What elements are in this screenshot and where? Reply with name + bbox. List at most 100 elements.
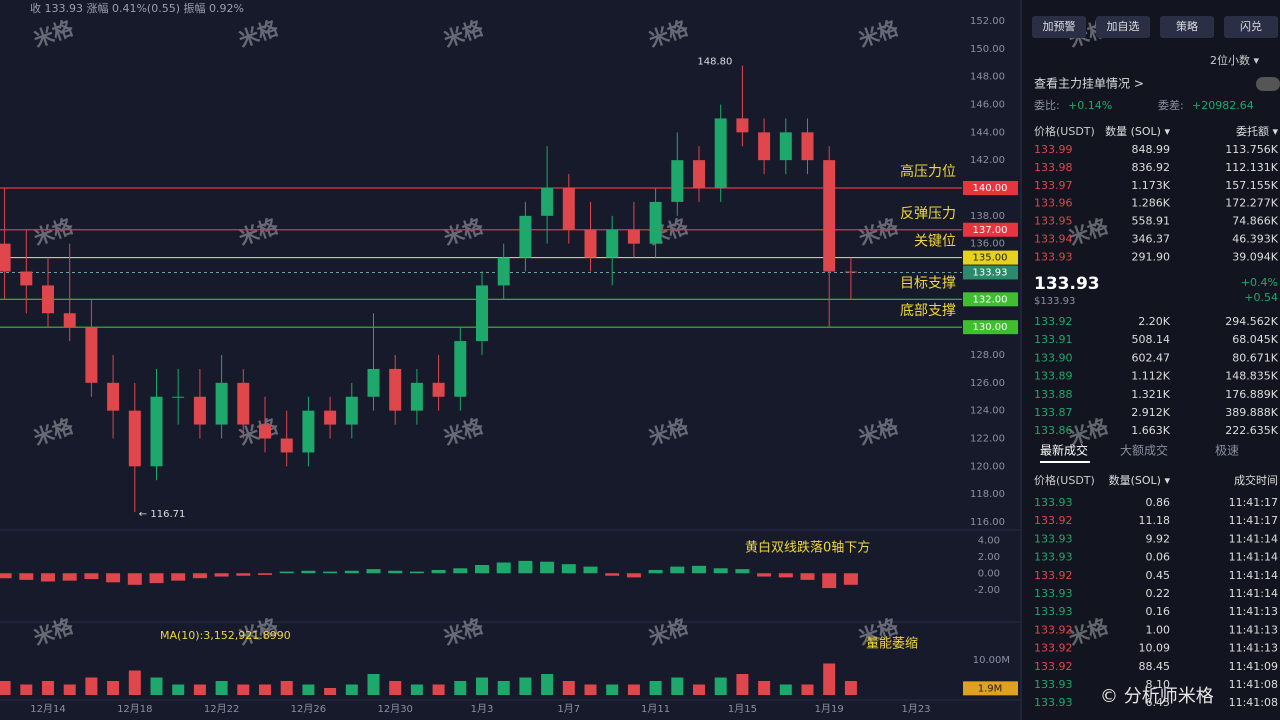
bid-cell: 133.86: [1034, 424, 1073, 437]
ask-cell: 133.99: [1034, 143, 1073, 156]
bid-cell: 176.889K: [1225, 388, 1278, 401]
y-tick-label: 152.00: [970, 16, 1005, 27]
volume-bar: [671, 677, 684, 695]
macd-bar: [540, 561, 555, 574]
bid-cell: 133.90: [1034, 351, 1073, 364]
ask-cell: 1.286K: [1131, 197, 1170, 210]
tab[interactable]: 最新成交: [1040, 443, 1088, 458]
current-tag: [963, 265, 1018, 280]
volume-bar: [584, 684, 597, 695]
trade-cell: 11:41:08: [1229, 696, 1278, 709]
tab[interactable]: 大额成交: [1120, 443, 1168, 458]
trade-header: 数量(SOL) ▾: [1109, 474, 1171, 487]
trade-cell: 133.92: [1034, 660, 1073, 673]
candle-body: [476, 285, 488, 342]
candle-body: [107, 382, 120, 411]
macd-bar: [496, 562, 511, 574]
trade-cell: 11.18: [1139, 514, 1171, 527]
candle-body: [280, 438, 293, 453]
volume-bar: [389, 681, 402, 695]
bid-cell: 2.20K: [1138, 315, 1170, 328]
x-tick-label: 12月22: [204, 703, 239, 715]
trade-cell: 11:41:14: [1229, 569, 1278, 582]
mid-pct: +0.4%: [1241, 276, 1278, 289]
volume-bar: [844, 681, 857, 695]
volume-bar: [85, 677, 98, 695]
candle-body: [410, 382, 423, 411]
candle-body: [150, 396, 163, 467]
volume-bar: [562, 681, 575, 695]
candle-body: [20, 271, 33, 286]
mid-usd: $133.93: [1034, 296, 1075, 307]
tab[interactable]: 极速: [1215, 444, 1239, 458]
volume-bar: [324, 688, 337, 695]
volume-tag: [963, 681, 1018, 696]
bid-cell: 133.89: [1034, 370, 1073, 383]
button-label[interactable]: 加预警: [1043, 19, 1076, 33]
button[interactable]: [1096, 16, 1150, 38]
toggle[interactable]: [1256, 77, 1280, 91]
trade-cell: 10.09: [1139, 642, 1171, 655]
x-tick-label: 1月11: [641, 703, 670, 715]
x-tick-label: 1月15: [728, 703, 757, 715]
macd-tick: 2.00: [978, 552, 1000, 563]
candle-body: [519, 215, 532, 258]
macd-bar: [41, 573, 55, 582]
volume-bar: [454, 681, 467, 695]
volume-bar: [779, 684, 792, 695]
ask-cell: 133.96: [1034, 197, 1073, 210]
trade-cell: 0.86: [1146, 496, 1171, 509]
candle-body: [0, 243, 11, 272]
bid-cell: 80.671K: [1232, 351, 1278, 364]
level-label: 130.00: [973, 322, 1008, 333]
macd-bar: [62, 573, 77, 581]
ask-cell: 133.97: [1034, 179, 1073, 192]
button[interactable]: [1032, 16, 1086, 38]
volume-bar: [541, 674, 554, 695]
level-tag: [963, 222, 1018, 237]
trade-cell: 133.93: [1034, 696, 1073, 709]
y-tick-label: 124.00: [970, 406, 1005, 417]
candle-body: [345, 396, 358, 425]
ask-cell: 346.37: [1132, 233, 1171, 246]
ask-cell: 133.93: [1034, 250, 1073, 263]
level-label: 140.00: [973, 183, 1008, 194]
volume-bar: [107, 681, 120, 695]
button-label[interactable]: 加自选: [1107, 20, 1140, 33]
y-tick-label: 122.00: [970, 434, 1005, 445]
macd-bar: [605, 573, 620, 576]
trade-cell: 11:41:14: [1229, 551, 1278, 564]
book-header: 价格(USDT): [1034, 124, 1095, 138]
trade-cell: 133.93: [1034, 496, 1073, 509]
trade-cell: 133.92: [1034, 642, 1073, 655]
y-tick-label: 144.00: [970, 127, 1005, 138]
level-tag: [963, 250, 1018, 265]
button-label[interactable]: 闪兑: [1240, 19, 1262, 33]
button[interactable]: [1160, 16, 1214, 38]
depth-link[interactable]: 查看主力挂单情况 >: [1034, 77, 1144, 91]
volume-bar: [259, 684, 271, 695]
trade-cell: 8.10: [1146, 678, 1171, 691]
volume-bar: [280, 681, 293, 695]
decimals[interactable]: 2位小数 ▾: [1210, 53, 1259, 67]
level-note: 关键位: [914, 234, 956, 250]
ratio: +0.14%: [1068, 99, 1112, 112]
button[interactable]: [1224, 16, 1278, 38]
volume-bar: [63, 684, 76, 695]
level-tag: [963, 181, 1018, 195]
level-tag: [963, 320, 1018, 335]
macd-bar: [149, 573, 164, 584]
mid-chg: +0.54: [1244, 291, 1278, 304]
trade-header: 成交时间: [1234, 473, 1278, 487]
bid-cell: 148.835K: [1225, 370, 1278, 383]
ask-cell: 133.98: [1034, 161, 1073, 174]
button-label[interactable]: 策略: [1176, 19, 1198, 33]
x-tick-label: 12月14: [30, 703, 65, 715]
ask-cell: 39.094K: [1232, 250, 1278, 263]
ask-cell: 133.94: [1034, 233, 1073, 246]
level-note: 底部支撑: [900, 303, 956, 319]
macd-bar: [127, 573, 142, 585]
trade-header: 价格(USDT): [1034, 473, 1095, 487]
